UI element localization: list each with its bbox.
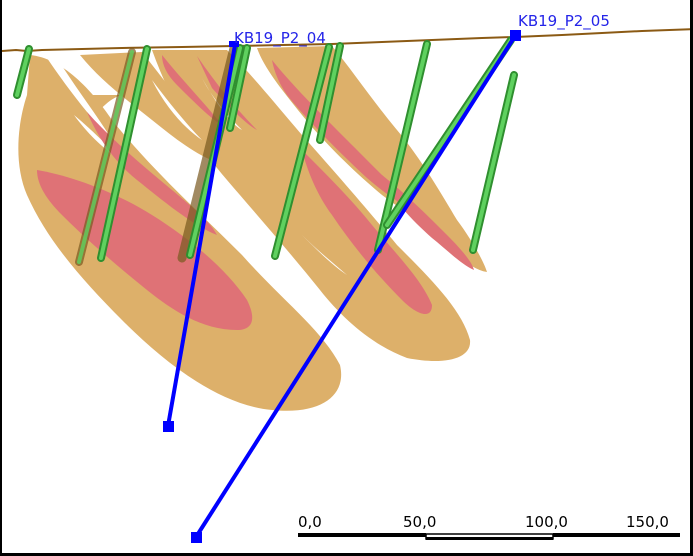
toe-marker[interactable]	[163, 421, 174, 432]
drillhole-existing[interactable]	[374, 40, 431, 254]
existing-drillholes	[13, 36, 518, 266]
drillhole-existing[interactable]	[271, 43, 333, 260]
hole-label-kb19-p2-05: KB19_P2_05	[518, 12, 610, 30]
scale-label-150: 150,0	[626, 513, 669, 531]
planned-drillhole-kb19-p2-04[interactable]	[163, 41, 239, 432]
drillhole-existing[interactable]	[226, 44, 251, 132]
drillhole-existing[interactable]	[13, 45, 33, 99]
drillhole-existing[interactable]	[316, 42, 344, 144]
drillhole-existing[interactable]	[75, 48, 136, 266]
scale-label-100: 100,0	[525, 513, 568, 531]
scale-label-50: 50,0	[403, 513, 437, 531]
drillhole-existing[interactable]	[383, 36, 515, 229]
toe-marker[interactable]	[191, 532, 202, 543]
drillhole-existing[interactable]	[469, 71, 518, 254]
drillhole-existing[interactable]	[97, 45, 151, 262]
planned-drillhole-kb19-p2-05[interactable]	[191, 30, 521, 543]
topography-line	[2, 28, 690, 53]
hole-label-kb19-p2-04: KB19_P2_04	[234, 29, 326, 47]
scale-bar	[298, 533, 680, 540]
collar-marker[interactable]	[229, 41, 239, 47]
scale-label-0: 0,0	[298, 513, 322, 531]
collar-marker[interactable]	[510, 30, 521, 41]
